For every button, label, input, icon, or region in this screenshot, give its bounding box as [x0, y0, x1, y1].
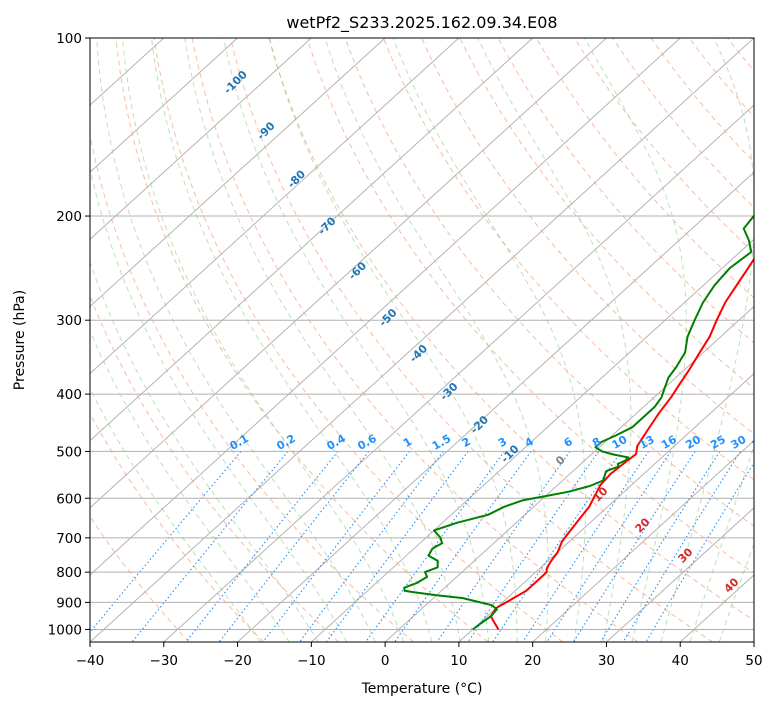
x-tick-label: −30 [150, 653, 179, 669]
x-axis-label: Temperature (°C) [361, 681, 483, 697]
x-tick-label: −20 [223, 653, 252, 669]
isobar-grid [90, 38, 754, 630]
dry-adiabat-line [230, 38, 713, 642]
isotherm-line [90, 38, 386, 308]
dry-adiabat-line [90, 412, 265, 642]
y-tick-label: 100 [56, 31, 82, 47]
dry-adiabat-line [90, 294, 339, 642]
plot-frame [89, 37, 755, 643]
x-tick-label: 50 [745, 653, 762, 669]
x-tick-label: 40 [672, 653, 689, 669]
x-tick-label: 20 [524, 653, 541, 669]
isotherm-line [310, 238, 754, 642]
moist-adiabat-line [90, 260, 319, 642]
temperature-line [489, 257, 754, 631]
chart-title: wetPf2_S233.2025.162.09.34.E08 [286, 13, 557, 33]
y-tick-label: 600 [56, 491, 82, 507]
axes: −40 −30 −20 −10 0 10 20 30 40 50 100 200 300 400 500 60… [48, 31, 763, 669]
y-tick-label: 1000 [48, 622, 82, 638]
dry-adiabat-line [153, 38, 564, 642]
x-tick-label: 0 [381, 653, 390, 669]
moist-adiabat-line [477, 38, 632, 642]
dry-adiabat-line [421, 38, 754, 435]
x-tick-label: −10 [297, 653, 326, 669]
background-lines [90, 38, 754, 642]
y-tick-label: 500 [56, 444, 82, 460]
isotherm-line [237, 171, 754, 642]
x-tick-label: 10 [450, 653, 467, 669]
moist-adiabat-line [184, 38, 461, 642]
isotherm-line [163, 104, 754, 642]
dry-adiabat-line [90, 515, 190, 642]
y-tick-label: 200 [56, 209, 82, 225]
x-tick-label: −40 [76, 653, 105, 669]
moist-adiabat-line [121, 38, 405, 642]
isotherm-line [532, 439, 754, 642]
y-tick-label: 800 [56, 565, 82, 581]
y-tick-label: 400 [56, 387, 82, 403]
dry-adiabat-line [344, 38, 754, 527]
isotherm-line [90, 38, 681, 576]
y-tick-label: 300 [56, 313, 82, 329]
dry-adiabat-line [115, 38, 489, 642]
moist-adiabat-line [96, 38, 376, 642]
profile-lines [403, 214, 754, 631]
y-axis-label: Pressure (hPa) [12, 290, 28, 390]
moist-adiabat-line [151, 38, 433, 642]
y-tick-label: 700 [56, 531, 82, 547]
moist-adiabat-line [269, 38, 518, 642]
moist-adiabat-line [660, 38, 754, 642]
dewpoint-line [403, 214, 754, 631]
isotherm-line [90, 38, 239, 173]
isotherm-line [384, 305, 754, 642]
dry-adiabat-line [306, 38, 754, 574]
moist-adiabat-line [689, 444, 754, 642]
isotherm-line [90, 38, 313, 241]
isotherm-line [90, 38, 754, 642]
moist-adiabat-line [90, 166, 348, 642]
isotherm-line [606, 507, 754, 642]
mixing-ratio-label: 36 [749, 433, 769, 452]
isotherm-line [90, 38, 460, 375]
dry-adiabat-line [268, 38, 754, 622]
x-tick-label: 30 [598, 653, 615, 669]
dry-adiabat-line [497, 38, 754, 344]
isotherm-line [90, 38, 608, 509]
moist-adiabat-line [324, 38, 549, 642]
dry-adiabat-line [382, 38, 754, 481]
moist-adiabat-line [90, 387, 261, 642]
dry-adiabat-line [535, 38, 754, 299]
moist-adiabat-line [90, 329, 290, 642]
y-tick-label: 900 [56, 595, 82, 611]
